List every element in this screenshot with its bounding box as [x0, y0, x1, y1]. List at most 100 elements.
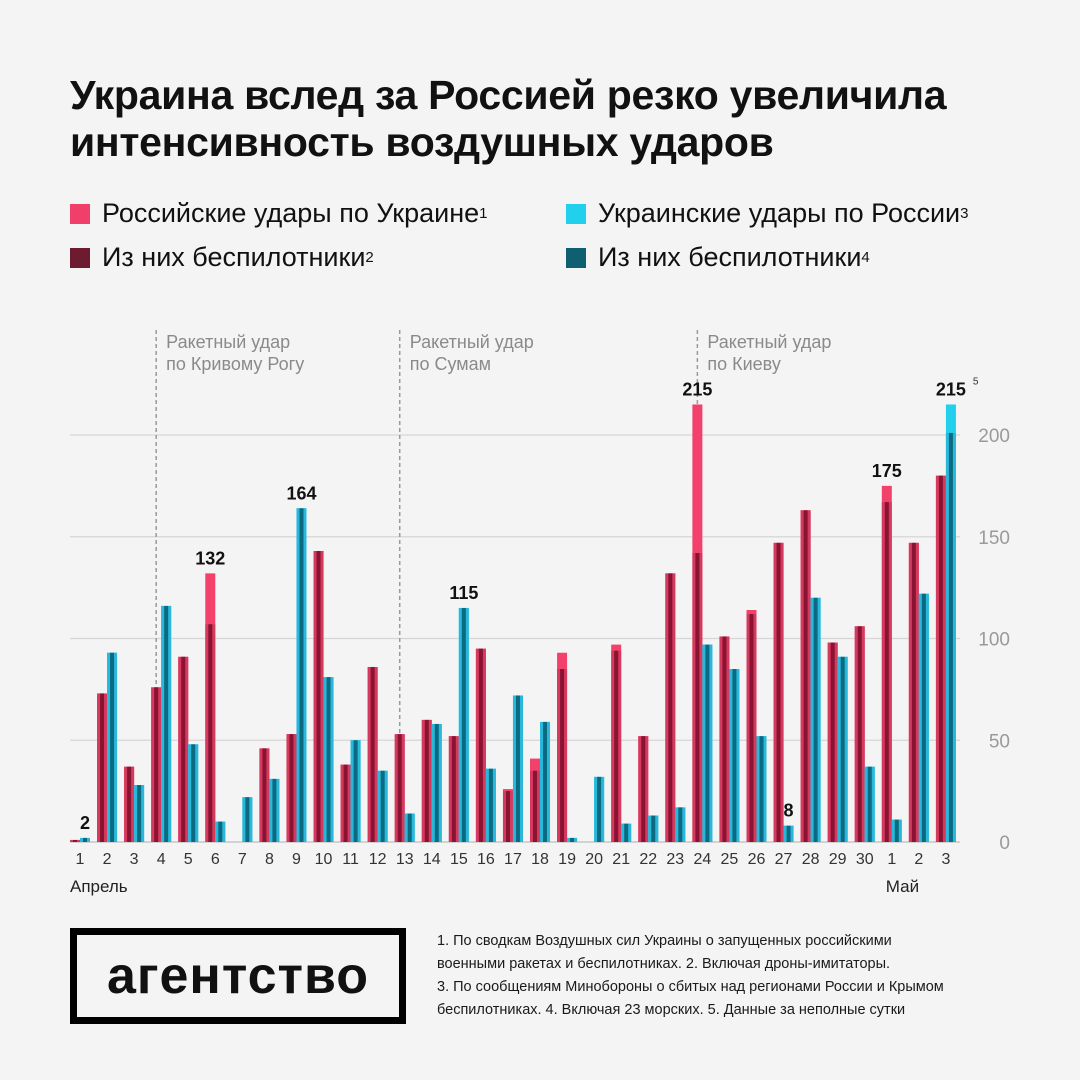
bar-ukrainian-drones-core — [570, 837, 575, 842]
bar-russian-drones-core — [316, 550, 321, 842]
x-tick-label: 3 — [130, 851, 139, 868]
bar-ukrainian-drones-core — [624, 823, 629, 842]
x-tick-label: 11 — [342, 851, 359, 868]
x-tick-label: 20 — [585, 851, 603, 868]
bar-russian-drones-core — [154, 687, 159, 842]
data-label: 215 — [936, 379, 966, 399]
title-line-1: Украина вслед за Россией резко увеличила — [70, 72, 947, 118]
bar-ukrainian-drones-core — [461, 607, 466, 842]
bar-russian-drones-core — [505, 791, 510, 842]
bar-russian-drones-core — [127, 766, 132, 842]
y-tick-label: 200 — [978, 426, 1010, 447]
x-tick-label: 29 — [829, 851, 847, 868]
bar-ukrainian-drones-core — [488, 768, 493, 842]
bar-russian-drones-core — [722, 636, 727, 842]
bar-ukrainian-drones-core — [921, 593, 926, 842]
x-tick-label: 12 — [369, 851, 387, 868]
bar-russian-drones-core — [343, 764, 348, 842]
x-tick-label: 28 — [802, 851, 820, 868]
legend-label: Российские удары по Украине — [102, 198, 480, 228]
bar-russian-drones-core — [208, 624, 213, 842]
bar-russian-drones-core — [100, 693, 105, 842]
legend-swatch — [566, 247, 586, 268]
bar-russian-drones-core — [370, 666, 375, 842]
y-tick-label: 0 — [999, 833, 1010, 854]
bar-russian-drones-core — [614, 650, 619, 842]
footnote-line: беспилотниках. 4. Включая 23 морских. 5.… — [437, 1002, 906, 1018]
bar-ukrainian-drones-core — [326, 677, 331, 842]
bar-ukrainian-drones-core — [543, 721, 548, 842]
x-tick-label: 21 — [612, 851, 630, 868]
y-tick-label: 50 — [989, 731, 1010, 752]
bar-russian-drones-core — [289, 734, 294, 842]
bar-ukrainian-drones-core — [948, 432, 953, 842]
bar-russian-drones-core — [911, 542, 916, 842]
x-tick-label: 3 — [941, 851, 950, 868]
bar-ukrainian-drones-core — [705, 644, 710, 842]
data-label: 2 — [80, 813, 90, 833]
bar-russian-drones-core — [73, 839, 77, 842]
y-tick-label: 150 — [978, 528, 1010, 549]
data-label: 164 — [286, 483, 316, 503]
bar-russian-drones-core — [424, 719, 429, 842]
x-tick-label: 1 — [76, 851, 85, 868]
legend-ukrainian-drones: Из них беспилотники 4 — [566, 242, 870, 273]
data-label-footnote: 5 — [973, 376, 979, 387]
annotation-text: Ракетный удар — [166, 332, 290, 352]
x-tick-label: 6 — [211, 851, 220, 868]
legend-russian-strikes: Российские удары по Украине 1 — [70, 198, 488, 229]
legend-swatch — [70, 203, 90, 224]
x-tick-label: 13 — [396, 851, 414, 868]
x-tick-label: 16 — [477, 851, 495, 868]
x-tick-label: 14 — [423, 851, 441, 868]
bar-russian-drones-core — [668, 573, 673, 842]
bar-ukrainian-drones-core — [813, 597, 818, 842]
bar-ukrainian-drones-core — [245, 797, 250, 842]
bar-ukrainian-drones-core — [894, 819, 899, 842]
annotation-text: по Киеву — [707, 354, 780, 374]
footnote-line: 3. По сообщениям Минобороны о сбитых над… — [437, 979, 944, 995]
legend-label: Из них беспилотники — [598, 242, 862, 272]
bar-russian-drones-core — [560, 669, 565, 842]
bar-ukrainian-drones-core — [83, 837, 87, 842]
data-label: 8 — [784, 801, 794, 821]
data-label: 132 — [195, 548, 225, 568]
bar-ukrainian-drones-core — [164, 605, 169, 842]
bar-ukrainian-drones-core — [732, 669, 737, 842]
legend-sup: 2 — [365, 249, 374, 266]
bar-ukrainian-drones-core — [218, 821, 223, 842]
x-tick-label: 5 — [184, 851, 193, 868]
bar-russian-drones-core — [695, 553, 700, 842]
x-tick-label: 18 — [531, 851, 549, 868]
x-tick-label: 27 — [775, 851, 793, 868]
annotation-text: Ракетный удар — [707, 332, 831, 352]
x-tick-label: 26 — [748, 851, 766, 868]
bar-ukrainian-drones-core — [867, 766, 872, 842]
footnote-line: военными ракетах и беспилотниках. 2. Вкл… — [437, 956, 891, 972]
bar-russian-drones-core — [803, 510, 808, 842]
x-tick-label: 2 — [103, 851, 112, 868]
data-label: 175 — [872, 461, 902, 481]
bar-russian-drones-core — [938, 475, 943, 842]
x-tick-label: 15 — [450, 851, 468, 868]
annotation-text: по Сумам — [410, 354, 491, 374]
bar-russian-drones-core — [641, 736, 646, 842]
data-label: 115 — [449, 583, 478, 603]
bar-ukrainian-drones-core — [759, 736, 764, 842]
bar-ukrainian-drones-core — [651, 815, 656, 842]
legend-ukrainian-strikes: Украинские удары по России 3 — [566, 198, 968, 229]
bar-ukrainian-drones-core — [786, 825, 791, 842]
title-line-2: интенсивность воздушных ударов — [70, 119, 774, 165]
footnotes: 1. По сводкам Воздушных сил Украины о за… — [437, 930, 1037, 1022]
month-label: Апрель — [70, 877, 128, 896]
x-tick-label: 22 — [639, 851, 657, 868]
bar-russian-drones-core — [181, 656, 186, 842]
x-tick-label: 30 — [856, 851, 874, 868]
bar-ukrainian-drones-core — [380, 770, 385, 842]
bar-russian-drones-core — [451, 736, 456, 842]
bar-russian-drones-core — [857, 626, 862, 842]
x-tick-label: 7 — [238, 851, 247, 868]
x-tick-label: 2 — [914, 851, 923, 868]
bar-ukrainian-drones-core — [299, 508, 304, 842]
bar-ukrainian-drones-core — [272, 778, 277, 842]
